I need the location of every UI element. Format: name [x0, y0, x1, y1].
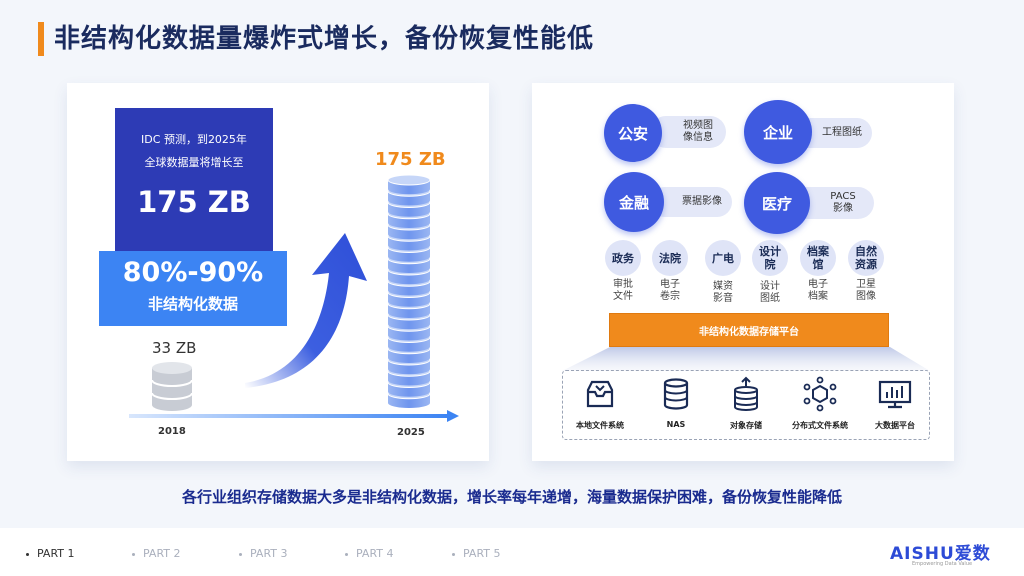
- industry-design-institute: 设计院: [752, 240, 788, 276]
- brand-tagline: Empowering Data Value: [912, 561, 973, 567]
- sector-desc-public-security: 视频图 像信息: [650, 116, 726, 148]
- nav-part-1[interactable]: PART 1: [26, 547, 75, 560]
- industry-design-institute-desc: 设计 图纸: [760, 281, 780, 304]
- industry-natural-resources-desc: 卫星 图像: [856, 279, 876, 302]
- storage-object-label: 对象存储: [730, 421, 762, 430]
- growth-arrow: [245, 233, 367, 388]
- industry-government: 政务: [605, 240, 641, 276]
- timeline-axis: [129, 414, 447, 418]
- footer-bar: [0, 528, 1024, 576]
- timeline-arrowhead: [447, 410, 459, 422]
- industry-broadcast: 广电: [705, 240, 741, 276]
- industry-archives: 档案馆: [800, 240, 836, 276]
- summary-caption: 各行业组织存储数据大多是非结构化数据，增长率每年递增，海量数据保护困难，备份恢复…: [181, 488, 842, 506]
- industry-government-desc: 审批 文件: [613, 279, 633, 302]
- database-upload-icon: [734, 376, 758, 411]
- platform-fan: [562, 347, 930, 371]
- storage-nas-label: NAS: [666, 420, 686, 429]
- industry-archives-desc: 电子 档案: [808, 279, 828, 302]
- nav-part-2[interactable]: PART 2: [132, 547, 181, 560]
- sector-public-security: 公安: [604, 104, 662, 162]
- nav-part-5[interactable]: PART 5: [452, 547, 501, 560]
- unstructured-label: 非结构化数据: [147, 295, 238, 313]
- sector-medical: 医疗: [744, 172, 810, 234]
- disk-top: [387, 174, 431, 186]
- server-stack-icon: [663, 378, 689, 410]
- industry-court-desc: 电子 卷宗: [660, 279, 680, 302]
- end-year-label: 2025: [397, 427, 425, 438]
- idc-forecast-card: IDC 预测，到2025年 全球数据量将增长至 175 ZB: [115, 108, 273, 254]
- storage-distributed-fs-label: 分布式文件系统: [792, 421, 848, 430]
- large-disk-stack: [387, 174, 431, 408]
- industry-natural-resources: 自然资源: [848, 240, 884, 276]
- idc-forecast-value: 175 ZB: [137, 185, 251, 219]
- monitor-chart-icon: [878, 380, 912, 409]
- end-volume-label: 175 ZB: [375, 149, 446, 170]
- title-accent-bar: [38, 22, 44, 56]
- brand-logo: AISHU爱数: [890, 544, 991, 564]
- start-year-label: 2018: [158, 426, 186, 437]
- nav-part-4[interactable]: PART 4: [345, 547, 394, 560]
- start-volume-label: 33 ZB: [152, 339, 197, 357]
- storage-bigdata-label: 大数据平台: [875, 421, 915, 430]
- storage-local-fs-label: 本地文件系统: [576, 421, 624, 430]
- small-database-icon: [151, 362, 193, 411]
- industry-court: 法院: [652, 240, 688, 276]
- idc-line-2: 全球数据量将增长至: [144, 156, 244, 169]
- sector-finance: 金融: [604, 172, 664, 232]
- unstructured-share-card: 80%-90% 非结构化数据: [99, 251, 287, 326]
- unstructured-percent: 80%-90%: [122, 257, 264, 288]
- storage-types-box: [562, 370, 930, 440]
- nav-part-3[interactable]: PART 3: [239, 547, 288, 560]
- sector-enterprise: 企业: [744, 100, 812, 164]
- growth-illustration: [129, 174, 459, 422]
- page-title: 非结构化数据量爆炸式增长，备份恢复性能低: [54, 24, 595, 54]
- idc-line-1: IDC 预测，到2025年: [141, 133, 247, 146]
- inbox-tray-icon: [586, 380, 614, 408]
- storage-platform-bar: 非结构化数据存储平台: [609, 313, 889, 347]
- industry-broadcast-desc: 媒资 影音: [713, 281, 733, 304]
- cube-network-icon: [803, 376, 837, 412]
